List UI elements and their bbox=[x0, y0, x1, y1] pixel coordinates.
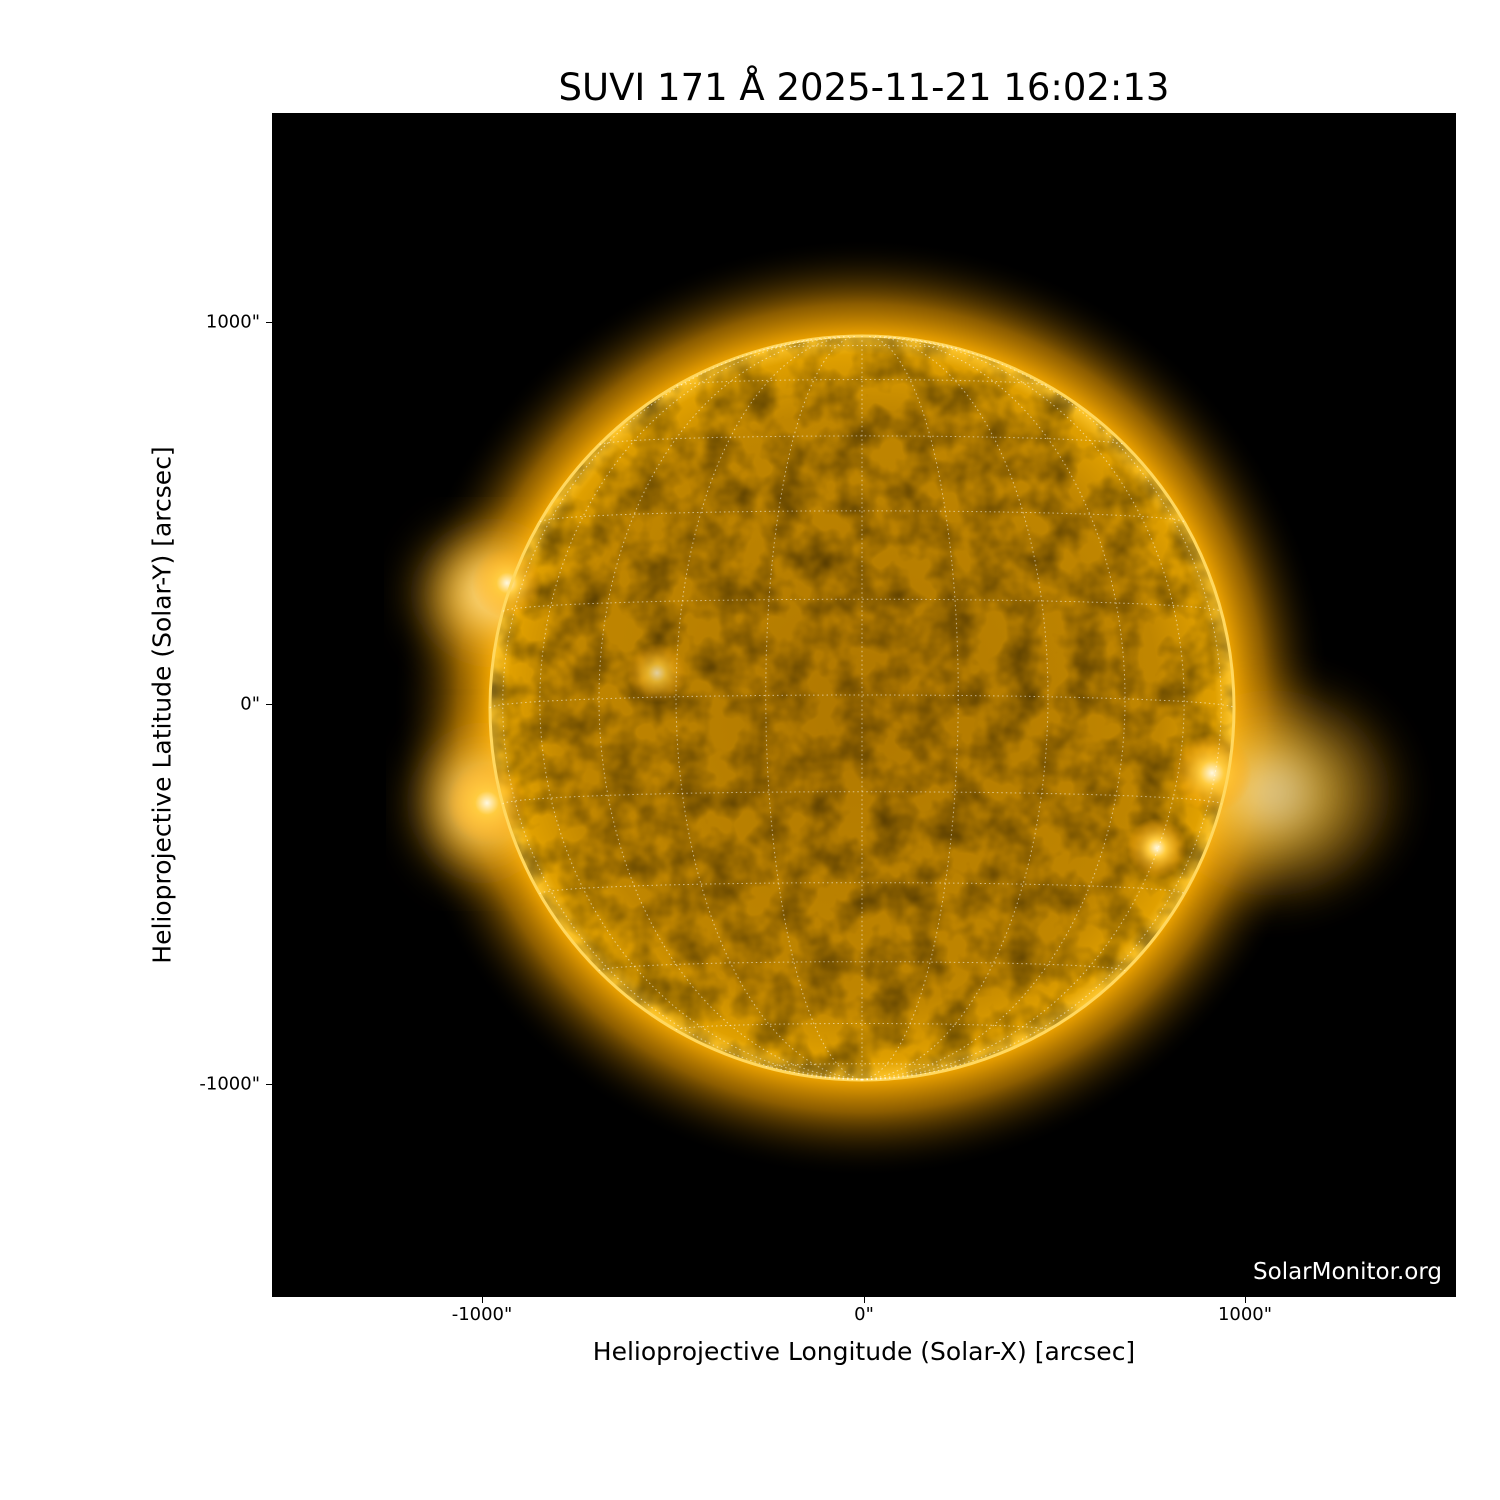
y-tick-mark bbox=[266, 322, 272, 323]
solar-image: SolarMonitor.org bbox=[272, 113, 1456, 1297]
longitude-line bbox=[861, 336, 1185, 1081]
x-tick-mark bbox=[1245, 1297, 1246, 1303]
y-tick-mark bbox=[266, 1084, 272, 1085]
longitude-line bbox=[539, 336, 863, 1081]
active-region bbox=[1172, 733, 1252, 813]
active-region bbox=[1127, 818, 1187, 878]
active-region bbox=[472, 548, 542, 618]
x-tick-mark bbox=[864, 1297, 865, 1303]
longitude-line bbox=[675, 335, 863, 1081]
x-tick-label: -1000" bbox=[451, 1304, 513, 1325]
plot-title: SUVI 171 Å 2025-11-21 16:02:13 bbox=[558, 66, 1170, 109]
watermark: SolarMonitor.org bbox=[1253, 1259, 1442, 1285]
longitude-line bbox=[861, 335, 1049, 1081]
longitude-line bbox=[502, 338, 863, 1081]
active-region bbox=[447, 763, 527, 843]
longitude-line bbox=[861, 335, 959, 1081]
latitude-line bbox=[599, 435, 1125, 445]
y-tick-label: 0" bbox=[240, 693, 260, 715]
y-tick-mark bbox=[266, 704, 272, 705]
x-tick-mark bbox=[482, 1297, 483, 1303]
heliographic-grid bbox=[489, 335, 1235, 1081]
latitude-line bbox=[502, 598, 1222, 612]
disk-texture bbox=[490, 336, 1234, 1080]
y-tick-label: 1000" bbox=[205, 311, 260, 333]
active-region bbox=[627, 643, 687, 703]
y-axis-label: Helioprojective Latitude (Solar-Y) [arcs… bbox=[147, 446, 177, 964]
x-axis-label: Helioprojective Longitude (Solar-X) [arc… bbox=[592, 1337, 1136, 1366]
sun-svg bbox=[392, 238, 1412, 1178]
y-tick-label: -1000" bbox=[199, 1073, 260, 1095]
longitude-line bbox=[861, 338, 1222, 1081]
longitude-line bbox=[765, 335, 863, 1081]
latitude-line bbox=[676, 379, 1048, 387]
x-tick-label: 0" bbox=[854, 1304, 874, 1325]
x-tick-label: 1000" bbox=[1217, 1304, 1273, 1325]
